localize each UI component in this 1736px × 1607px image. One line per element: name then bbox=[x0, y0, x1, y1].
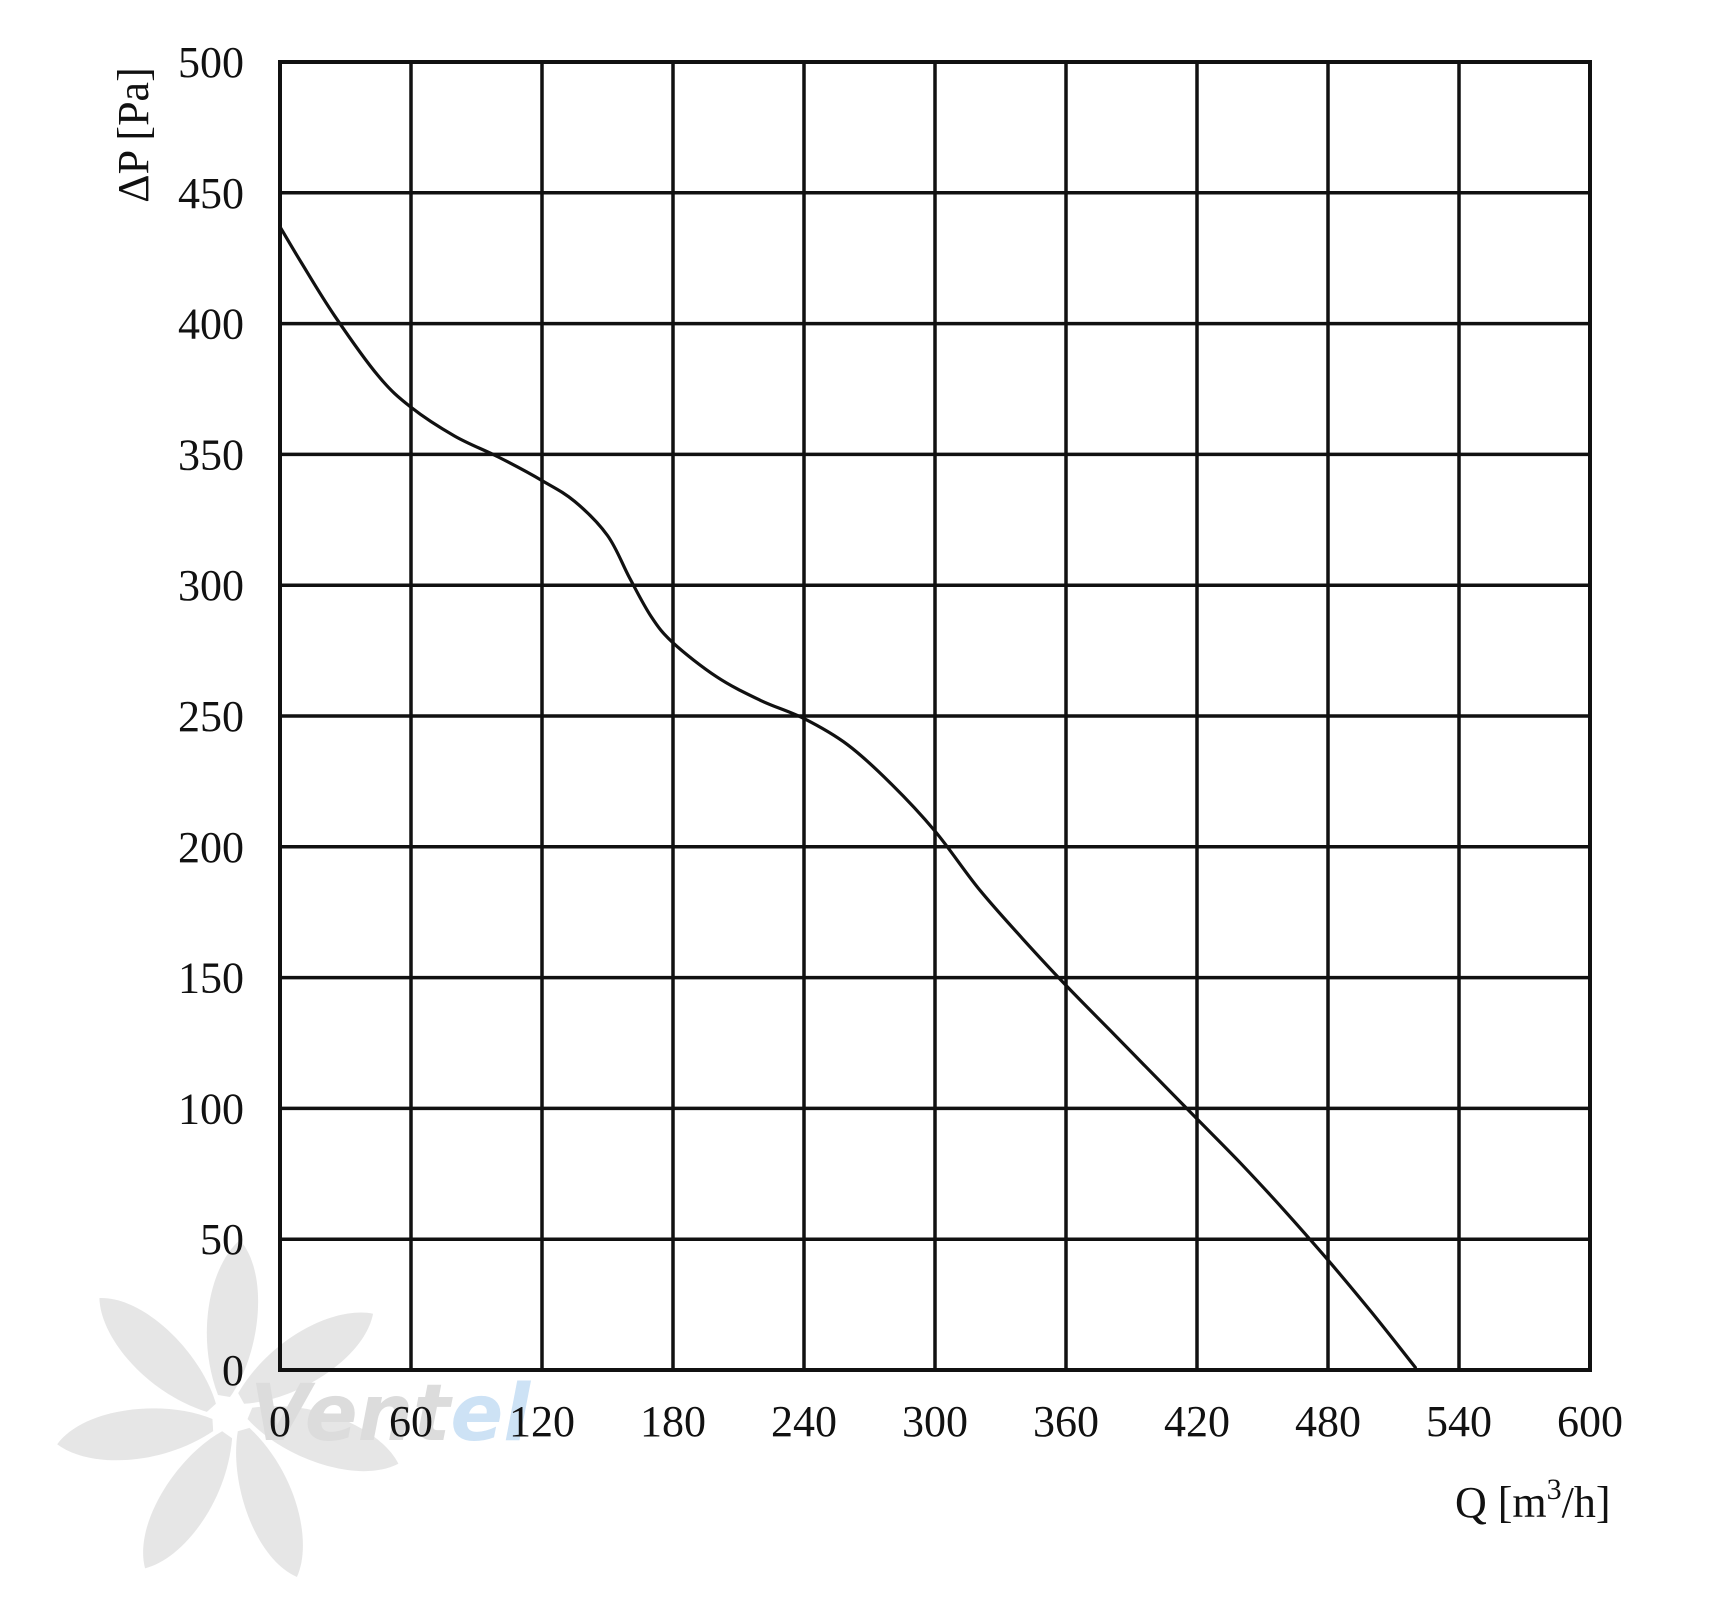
x-tick-label: 360 bbox=[1033, 1397, 1099, 1446]
fan-blade bbox=[99, 1298, 216, 1412]
y-tick-label: 400 bbox=[178, 300, 244, 349]
fan-blade bbox=[236, 1427, 303, 1578]
y-tick-label: 0 bbox=[222, 1346, 244, 1395]
fan-blade bbox=[57, 1408, 214, 1461]
fan-logo-icon bbox=[57, 1240, 399, 1578]
y-tick-label: 450 bbox=[178, 169, 244, 218]
series-line bbox=[278, 225, 1417, 1369]
watermark-text-part: Vent bbox=[250, 1369, 453, 1459]
x-tick-label: 420 bbox=[1164, 1397, 1230, 1446]
y-axis-label: ΔP [Pa] bbox=[109, 67, 158, 202]
x-tick-label: 600 bbox=[1557, 1397, 1623, 1446]
x-tick-label: 480 bbox=[1295, 1397, 1361, 1446]
watermark-logo: Ventel bbox=[57, 1240, 531, 1578]
watermark-text: Ventel bbox=[250, 1369, 531, 1459]
x-axis-label-sup: 3 bbox=[1547, 1473, 1562, 1506]
fan-blade bbox=[238, 1312, 374, 1404]
fan-blade bbox=[143, 1431, 233, 1569]
y-tick-label: 350 bbox=[178, 430, 244, 479]
x-tick-label: 540 bbox=[1426, 1397, 1492, 1446]
y-tick-label: 250 bbox=[178, 692, 244, 741]
grid bbox=[278, 60, 1592, 1372]
x-tick-labels: 0 60 120 180 240 300 360 420 480 540 600 bbox=[269, 1397, 1623, 1446]
watermark-text-part: el bbox=[450, 1369, 531, 1459]
x-tick-label: 240 bbox=[771, 1397, 837, 1446]
x-tick-label: 60 bbox=[389, 1397, 433, 1446]
x-axis-label-main: Q [m bbox=[1455, 1478, 1547, 1527]
y-tick-label: 300 bbox=[178, 561, 244, 610]
x-tick-label: 120 bbox=[509, 1397, 575, 1446]
y-tick-label: 50 bbox=[200, 1215, 244, 1264]
y-tick-label: 200 bbox=[178, 823, 244, 872]
x-axis-label: Q [m3/h] bbox=[1455, 1473, 1611, 1527]
x-tick-label: 180 bbox=[640, 1397, 706, 1446]
y-tick-label: 500 bbox=[178, 38, 244, 87]
x-tick-label: 0 bbox=[269, 1397, 291, 1446]
x-tick-label: 300 bbox=[902, 1397, 968, 1446]
y-tick-labels: 0 50 100 150 200 250 300 350 400 450 500 bbox=[178, 38, 244, 1395]
y-tick-label: 150 bbox=[178, 954, 244, 1003]
plot-frame bbox=[278, 60, 1592, 1372]
fan-blade bbox=[206, 1240, 259, 1397]
fan-blade bbox=[247, 1406, 399, 1472]
y-tick-label: 100 bbox=[178, 1084, 244, 1133]
x-axis-label-end: /h] bbox=[1562, 1478, 1611, 1527]
